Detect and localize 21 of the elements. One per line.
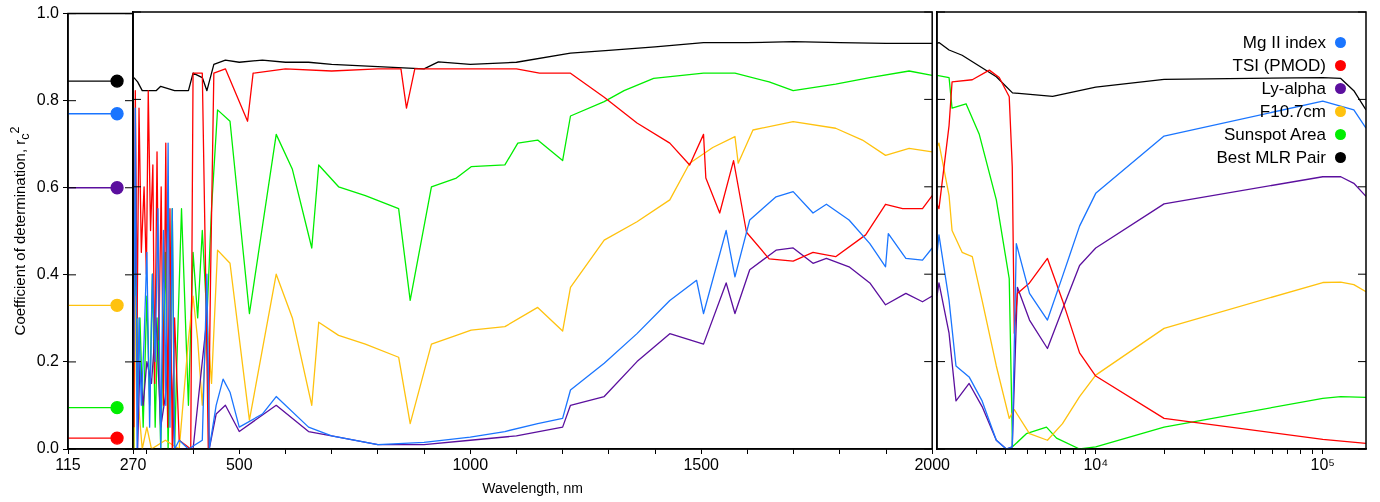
x-tick-label: 1500 — [683, 456, 720, 474]
y-tick-label: 0.6 — [36, 178, 60, 196]
legend-label: Best MLR Pair — [1216, 147, 1326, 168]
x-tick-label: 1000 — [452, 456, 489, 474]
x-tick-label: 500 — [225, 456, 253, 474]
x-tick-label: 10⁴ — [1083, 456, 1109, 474]
y-tick-label: 1.0 — [36, 4, 60, 22]
legend-label: F10.7cm — [1259, 101, 1326, 122]
y-tick-label: 0.4 — [36, 265, 60, 283]
y-tick-label: 0.2 — [36, 352, 60, 370]
y-tick-label: 0.0 — [36, 439, 60, 457]
x-axis-title: Wavelength, nm — [482, 480, 583, 497]
x-tick-label: 2000 — [914, 456, 951, 474]
y-tick-label: 0.8 — [36, 91, 60, 109]
x-tick-label: 10⁵ — [1310, 456, 1335, 474]
x-tick-label: 270 — [119, 456, 147, 474]
legend-label: Sunspot Area — [1223, 124, 1326, 145]
x-tick-label: 115 — [55, 456, 81, 474]
legend-label: Ly-alpha — [1261, 78, 1326, 99]
legend-label: TSI (PMOD) — [1232, 55, 1326, 76]
legend-label: Mg II index — [1242, 32, 1326, 53]
